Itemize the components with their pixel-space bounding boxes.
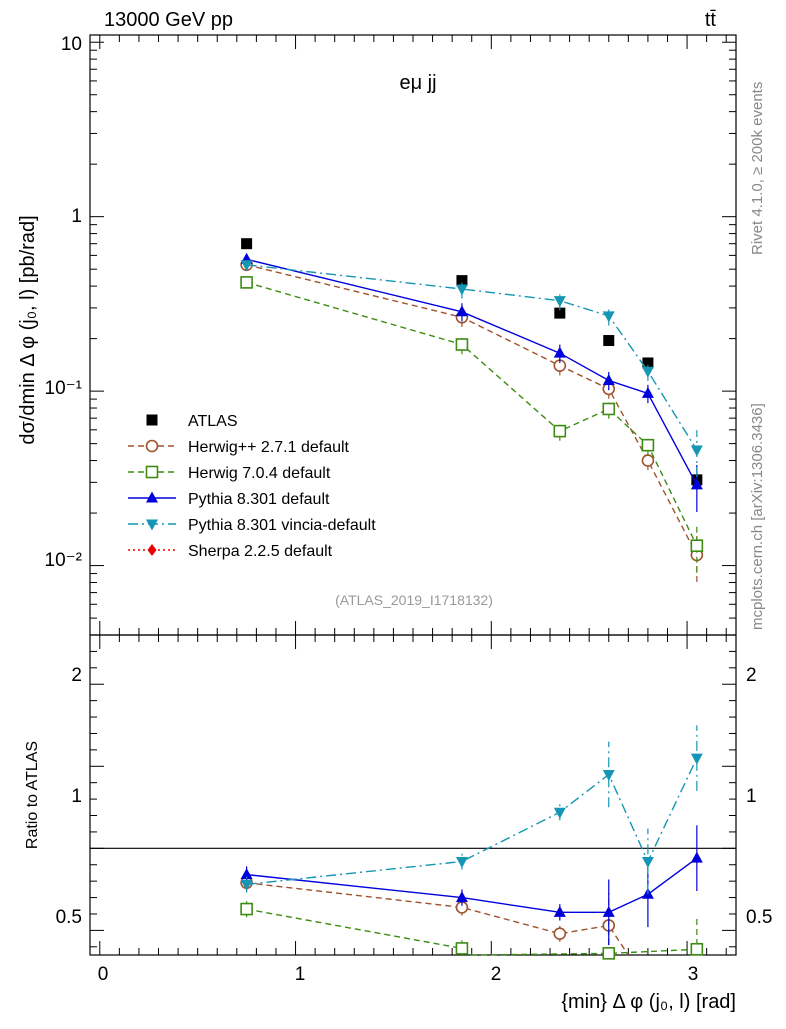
data-point-0-0 (241, 238, 253, 250)
legend-marker-3 (146, 491, 158, 503)
ratio-point-3-2 (553, 807, 566, 819)
ratio-line-3 (246, 757, 698, 886)
ratio-point-2-2 (553, 905, 566, 917)
ratio-point-0-2 (553, 927, 567, 940)
ratio-point-1-0 (240, 902, 253, 916)
ratio-line-1 (246, 908, 697, 956)
data-point-4-5 (690, 445, 703, 457)
ratio-line-2 (246, 857, 698, 913)
legend-label-atlas: ATLAS (188, 413, 238, 430)
legend: ATLAS Herwig++ 2.7.1 default Herwig 7.0.… (128, 413, 376, 560)
ratio-ytick-2: 2 (71, 665, 82, 686)
ratio-plot-frame (89, 634, 737, 956)
data-point-3-4 (641, 386, 654, 398)
ratio-point-3-3 (602, 769, 615, 781)
header-left: 13000 GeV pp (104, 9, 233, 31)
xtick-label-3: 3 (688, 964, 699, 985)
ratio-point-2-3 (602, 905, 615, 917)
ytick-label-10: 10 (61, 34, 82, 55)
ratio-ytick-2-right: 2 (746, 665, 757, 686)
data-point-4-4 (641, 366, 654, 378)
rivet-label: Rivet 4.1.0, ≥ 200k events (749, 82, 766, 255)
data-point-4-3 (602, 311, 615, 323)
ratio-ytick-1-right: 1 (746, 786, 757, 807)
ytick-label-0.1: 10⁻¹ (45, 378, 83, 399)
data-point-2-1 (455, 338, 469, 351)
series-line-1 (246, 264, 698, 556)
header-right: tt̄ (705, 9, 717, 31)
data-point-0-3 (603, 335, 615, 347)
mcplots-label: mcplots.cern.ch [arXiv:1306.3436] (749, 403, 766, 630)
series-line-3 (246, 258, 698, 486)
axis-ticks (90, 35, 736, 955)
ratio-point-1-4 (690, 942, 704, 956)
data-point-0-1 (456, 275, 468, 287)
ratio-series-group (240, 725, 704, 960)
xlabel: {min} Δ φ (j₀, l) [rad] (561, 991, 736, 1013)
ratio-point-1-1 (455, 942, 469, 955)
data-point-0-2 (554, 307, 566, 319)
legend-marker-0 (146, 414, 158, 426)
data-point-4-2 (553, 296, 566, 308)
ytick-label-0.01: 10⁻² (45, 550, 83, 571)
data-point-2-2 (553, 424, 567, 438)
ratio-point-2-0 (240, 868, 253, 880)
legend-label-herwig7: Herwig 7.0.4 default (188, 465, 331, 482)
ratio-point-3-5 (690, 753, 703, 765)
legend-marker-2 (145, 465, 159, 479)
main-plot-frame (89, 34, 737, 636)
ratio-ytick-0.5-right: 0.5 (746, 907, 772, 928)
ratio-point-2-5 (690, 851, 703, 863)
data-point-1-4 (641, 454, 655, 467)
legend-label-herwigpp: Herwig++ 2.7.1 default (188, 439, 350, 456)
series-line-2 (246, 281, 698, 547)
data-point-2-3 (602, 402, 616, 416)
legend-label-sherpa: Sherpa 2.2.5 default (188, 543, 333, 560)
main-ylabel: dσ/dmin Δ φ (j₀, l) [pb/rad] (17, 215, 39, 444)
main-series-group (240, 238, 704, 583)
data-point-4-0 (240, 260, 253, 272)
ratio-point-3-1 (455, 856, 468, 868)
data-point-3-1 (455, 305, 468, 317)
xtick-label-1: 1 (295, 964, 306, 985)
legend-label-vincia: Pythia 8.301 vincia-default (188, 517, 376, 534)
data-point-2-4 (641, 438, 655, 452)
legend-marker-5 (147, 544, 157, 556)
legend-marker-1 (145, 439, 159, 453)
main-title: eμ jj (399, 72, 436, 94)
data-point-4-1 (455, 284, 468, 296)
legend-label-pythia: Pythia 8.301 default (188, 491, 330, 508)
xtick-label-2: 2 (491, 964, 502, 985)
ratio-point-2-1 (455, 891, 468, 903)
data-point-2-5 (690, 539, 704, 553)
series-line-4 (246, 264, 698, 451)
ytick-label-1: 1 (71, 206, 82, 227)
ratio-point-3-0 (240, 879, 253, 891)
ratio-point-1-3 (602, 947, 616, 960)
reference-id: (ATLAS_2019_I1718132) (335, 592, 493, 608)
data-point-3-3 (602, 374, 615, 386)
data-point-0-4 (642, 357, 654, 369)
ratio-ytick-0.5: 0.5 (56, 907, 82, 928)
legend-marker-4 (146, 519, 158, 531)
data-point-2-0 (240, 276, 253, 289)
ratio-point-3-4 (641, 856, 654, 868)
data-point-3-2 (553, 346, 566, 358)
ratio-ylabel: Ratio to ATLAS (24, 741, 41, 849)
data-point-3-5 (690, 478, 703, 490)
xtick-label-0: 0 (98, 964, 109, 985)
ratio-ytick-1: 1 (71, 786, 82, 807)
ratio-line-0 (246, 882, 629, 956)
